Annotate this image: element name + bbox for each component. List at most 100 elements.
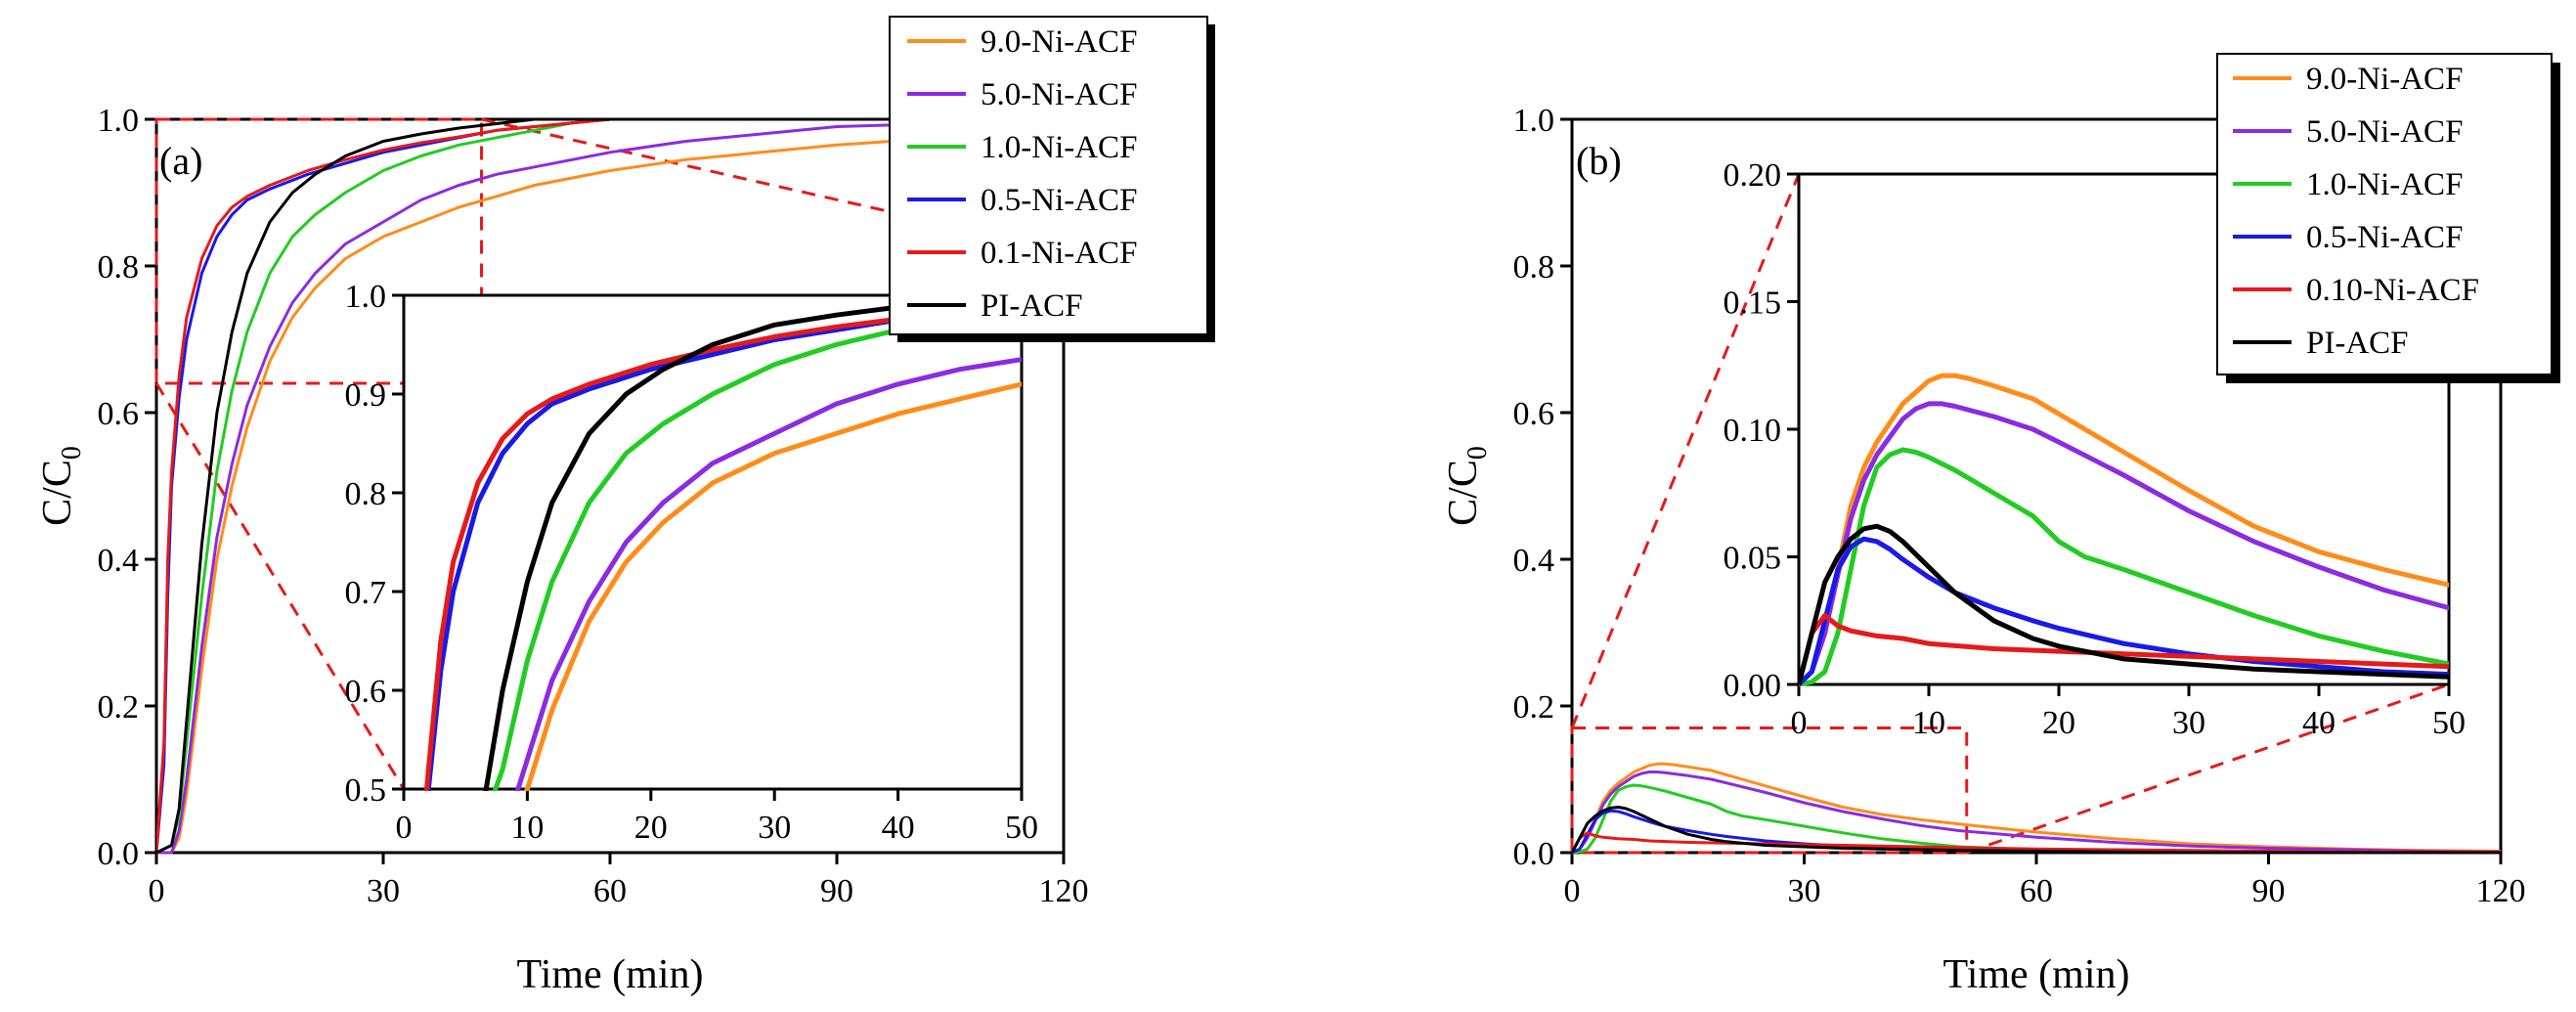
panel-b-legend-label: 9.0-Ni-ACF: [2306, 62, 2463, 97]
panel-b-x-tick-label: 120: [2476, 873, 2526, 909]
panel-a-inset-x-tick-label: 50: [1005, 810, 1038, 846]
panel-a: 0 30 60 90 120 0.0 0.2 0.4 0.6 0.8 1.0 (a) Time (…: [35, 16, 1215, 997]
panel-b-x-axis-label: Time (min): [1943, 952, 2130, 997]
panel-a-inset-y-ticks: 0.5 0.6 0.7 0.8 0.9 1.0: [345, 279, 404, 809]
panel-a-series-pi-acf: [156, 117, 1064, 855]
panel-a-y-tick-label: 1.0: [98, 103, 140, 139]
panel-a-inset-series-9.0-ni-acf: [523, 381, 1022, 791]
panel-b-label: (b): [1576, 139, 1622, 183]
panel-a-legend-box: [889, 16, 1208, 335]
panel-a-y-tick-label: 0.0: [98, 836, 140, 872]
panel-b-inset-series: [1799, 373, 2449, 686]
panel-a-x-ticks: 0 30 60 90 120: [149, 853, 1089, 909]
panel-b-y-tick-label: 0.4: [1513, 543, 1555, 579]
panel-b-legend-label: 5.0-Ni-ACF: [2306, 114, 2463, 150]
panel-b-inset-x-tick-label: 30: [2172, 705, 2205, 741]
panel-a-inset-series-pi-acf: [483, 293, 1022, 791]
panel-b-inset-series-9.0-ni-acf: [1799, 373, 2449, 686]
panel-b-y-ticks: 0.0 0.2 0.4 0.6 0.8 1.0: [1513, 103, 1572, 872]
panel-b-inset-y-tick-label: 0.05: [1724, 541, 1782, 577]
panel-a-inset-series-5.0-ni-acf: [514, 357, 1022, 791]
panel-b-ylabel-sub: 0: [1463, 446, 1493, 460]
panel-a-inset-y-tick-label: 1.0: [345, 279, 387, 315]
panel-b-x-tick-label: 60: [2020, 873, 2053, 909]
panel-b-zoom-connector: [1570, 173, 1801, 729]
panel-b-inset-x-tick-label: 10: [1912, 705, 1945, 741]
panel-a-inset-series-1.0-ni-acf: [492, 307, 1022, 791]
panel-b-legend-box: [2216, 53, 2553, 375]
panel-b-inset-y-tick-label: 0.00: [1724, 668, 1782, 704]
panel-b-series-pi-acf: [1572, 806, 2501, 855]
panel-b-y-axis-label-text: C/C0: [1441, 446, 1493, 526]
panel-b-y-tick-label: 1.0: [1513, 103, 1555, 139]
panel-b-inset-y-tick-label: 0.10: [1724, 413, 1782, 449]
panel-a-legend: 9.0-Ni-ACF 5.0-Ni-ACF 1.0-Ni-ACF 0.5-Ni-ACF…: [889, 16, 1215, 342]
panel-a-y-axis-label: C/C0: [35, 446, 87, 526]
panel-b-inset-y-tick-label: 0.20: [1724, 157, 1782, 194]
panel-a-legend-label: 1.0-Ni-ACF: [981, 130, 1137, 165]
panel-a-inset-x-tick-label: 10: [510, 810, 544, 846]
panel-a-x-tick-label: 30: [367, 873, 400, 909]
panel-a-inset-x-ticks: 0 10 20 30 40 50: [396, 789, 1038, 846]
panel-b-inset-y-ticks: 0.00 0.05 0.10 0.15 0.20: [1724, 157, 1799, 704]
panel-b-inset-x-tick-label: 40: [2302, 705, 2336, 741]
panel-b-zoom-connector: [1966, 682, 2450, 855]
panel-a-series-9.0-ni-acf: [156, 131, 1064, 855]
panel-b-legend: 9.0-Ni-ACF 5.0-Ni-ACF 1.0-Ni-ACF 0.5-Ni-ACF…: [2216, 53, 2560, 383]
panel-a-label: (a): [159, 139, 202, 183]
panel-a-legend-label: 9.0-Ni-ACF: [981, 24, 1137, 60]
panel-b-x-tick-label: 90: [2252, 873, 2286, 909]
panel-a-zoom-guides: [154, 117, 1023, 790]
panel-b-zoom-guides: [1570, 173, 2450, 855]
panel-b-series-5.0-ni-acf: [1572, 770, 2501, 855]
panel-b-ylabel-main: C/C: [1441, 460, 1486, 526]
panel-b-inset-x-tick-label: 0: [1791, 705, 1808, 741]
panel-b-inset-series-0.5-ni-acf: [1799, 536, 2449, 686]
panel-b-y-tick-label: 0.8: [1513, 249, 1555, 286]
panel-a-inset-y-tick-label: 0.8: [345, 476, 387, 512]
panel-b-inset-x-tick-label: 50: [2432, 705, 2466, 741]
panel-b-series-0.10-ni-acf: [1572, 831, 2501, 854]
panel-a-x-axis-label: Time (min): [517, 952, 704, 997]
panel-b-inset-series-1.0-ni-acf: [1799, 447, 2449, 686]
panel-a-legend-label: 0.1-Ni-ACF: [981, 236, 1137, 271]
panel-a-inset-x-tick-label: 0: [396, 810, 413, 846]
panel-a-x-tick-label: 120: [1039, 873, 1089, 909]
panel-b-inset-series-0.10-ni-acf: [1799, 613, 2449, 685]
panel-a-legend-entries: 9.0-Ni-ACF 5.0-Ni-ACF 1.0-Ni-ACF 0.5-Ni-ACF…: [907, 24, 1137, 324]
panel-a-inset-x-tick-label: 20: [634, 810, 668, 846]
panel-a-series: [156, 117, 1064, 855]
panel-a-x-tick-label: 60: [593, 873, 627, 909]
panel-b-y-tick-label: 0.0: [1513, 836, 1555, 872]
panel-b-legend-label: 0.10-Ni-ACF: [2306, 273, 2479, 308]
panel-a-y-tick-label: 0.2: [98, 689, 140, 726]
panel-a-inset-y-tick-label: 0.6: [345, 674, 387, 710]
panel-a-inset-series-0.1-ni-acf: [423, 302, 1022, 791]
panel-b-legend-label: 1.0-Ni-ACF: [2306, 167, 2463, 202]
panel-a-y-tick-label: 0.8: [98, 249, 140, 286]
panel-a-inset: 0 10 20 30 40 50 0.5 0.6 0.7 0.8 0.9 1.0: [345, 279, 1039, 846]
panel-b-legend-label: 0.5-Ni-ACF: [2306, 220, 2463, 255]
panel-a-zoom-connector: [154, 382, 406, 790]
panel-a-x-tick-label: 90: [820, 873, 853, 909]
panel-a-legend-label: 0.5-Ni-ACF: [981, 183, 1137, 218]
panel-b-series-9.0-ni-acf: [1572, 762, 2501, 855]
panel-b-zoom-box: [1570, 726, 1969, 855]
panel-b-inset-series-5.0-ni-acf: [1799, 401, 2449, 686]
panel-a-zoom-box: [154, 117, 484, 385]
panel-a-y-ticks: 0.0 0.2 0.4 0.6 0.8 1.0: [98, 103, 156, 872]
panel-b-series: [1572, 762, 2501, 855]
panel-a-ylabel-sub: 0: [57, 446, 87, 460]
panel-b-inset-y-tick-label: 0.15: [1724, 286, 1782, 322]
panel-a-legend-label: PI-ACF: [981, 288, 1083, 324]
panel-b-x-tick-label: 30: [1788, 873, 1821, 909]
panel-a-inset-series: [423, 293, 1022, 791]
panel-a-inset-y-tick-label: 0.5: [345, 772, 387, 809]
panel-b-y-tick-label: 0.6: [1513, 396, 1555, 432]
panel-b: 0 30 60 90 120 0.0 0.2 0.4 0.6 0.8 1.0 (b) Time (…: [1441, 53, 2560, 997]
panel-b-y-axis-label: C/C0: [1441, 446, 1493, 526]
panel-a-inset-x-tick-label: 30: [758, 810, 791, 846]
panel-a-series-5.0-ni-acf: [156, 119, 1064, 855]
panel-b-y-tick-label: 0.2: [1513, 689, 1555, 726]
